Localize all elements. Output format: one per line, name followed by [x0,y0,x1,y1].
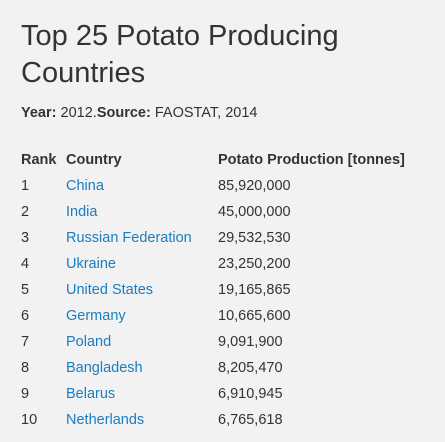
rank-cell: 1 [21,178,30,194]
production-table: Rank Country Potato Production [tonnes] … [21,151,428,437]
country-link[interactable]: Netherlands [66,412,145,428]
country-cell: Netherlands [66,411,218,437]
country-cell: Bangladesh [66,359,218,385]
production-cell: 9,091,900 [218,334,283,350]
table-row: 10 Netherlands 6,765,618 [21,411,428,437]
year-label: Year: [21,105,57,121]
table-row: 5 United States 19,165,865 [21,281,428,307]
production-cell: 8,205,470 [218,360,283,376]
table-row: 8 Bangladesh 8,205,470 [21,359,428,385]
source-label: Source: [96,105,151,121]
production-cell: 6,910,945 [218,386,283,402]
table-header-row: Rank Country Potato Production [tonnes] [21,151,428,177]
country-cell: Russian Federation [66,229,218,255]
rank-cell: 6 [21,308,30,324]
rank-cell: 2 [21,204,30,220]
production-cell: 23,250,200 [218,256,291,272]
table-row: 2 India 45,000,000 [21,203,428,229]
country-link[interactable]: Ukraine [66,256,116,272]
production-cell: 6,765,618 [218,412,283,428]
country-cell: Belarus [66,385,218,411]
country-link[interactable]: Bangladesh [66,360,143,376]
production-cell: 10,665,600 [218,308,291,324]
country-cell: Ukraine [66,255,218,281]
table-row: 3 Russian Federation 29,532,530 [21,229,428,255]
rank-cell: 9 [21,386,30,402]
source-value: FAOSTAT, 2014 [150,105,258,121]
country-link[interactable]: United States [66,282,154,298]
rank-cell: 3 [21,230,30,246]
header-country: Country [66,152,122,168]
country-link[interactable]: India [66,204,98,220]
rank-cell: 10 [21,412,38,428]
content: Top 25 Potato Producing Countries Year: … [21,18,441,437]
country-cell: India [66,203,218,229]
rank-cell: 8 [21,360,30,376]
country-cell: China [66,177,218,203]
table-row: 6 Germany 10,665,600 [21,307,428,333]
rank-cell: 5 [21,282,30,298]
country-cell: Poland [66,333,218,359]
rank-cell: 7 [21,334,30,350]
source-line: Year: 2012.Source: FAOSTAT, 2014 [21,104,441,122]
header-rank: Rank [21,152,57,168]
production-cell: 45,000,000 [218,204,291,220]
country-cell: Germany [66,307,218,333]
year-value: 2012. [56,105,97,121]
page-title: Top 25 Potato Producing Countries [21,20,339,89]
header-production: Potato Production [tonnes] [218,152,405,168]
country-link[interactable]: Poland [66,334,112,350]
country-cell: United States [66,281,218,307]
table-row: 4 Ukraine 23,250,200 [21,255,428,281]
production-cell: 19,165,865 [218,282,291,298]
production-cell: 85,920,000 [218,178,291,194]
country-link[interactable]: Belarus [66,386,116,402]
table-row: 1 China 85,920,000 [21,177,428,203]
country-link[interactable]: China [66,178,104,194]
country-link[interactable]: Germany [66,308,126,324]
table-row: 7 Poland 9,091,900 [21,333,428,359]
production-cell: 29,532,530 [218,230,291,246]
country-link[interactable]: Russian Federation [66,230,192,246]
table-row: 9 Belarus 6,910,945 [21,385,428,411]
rank-cell: 4 [21,256,30,272]
